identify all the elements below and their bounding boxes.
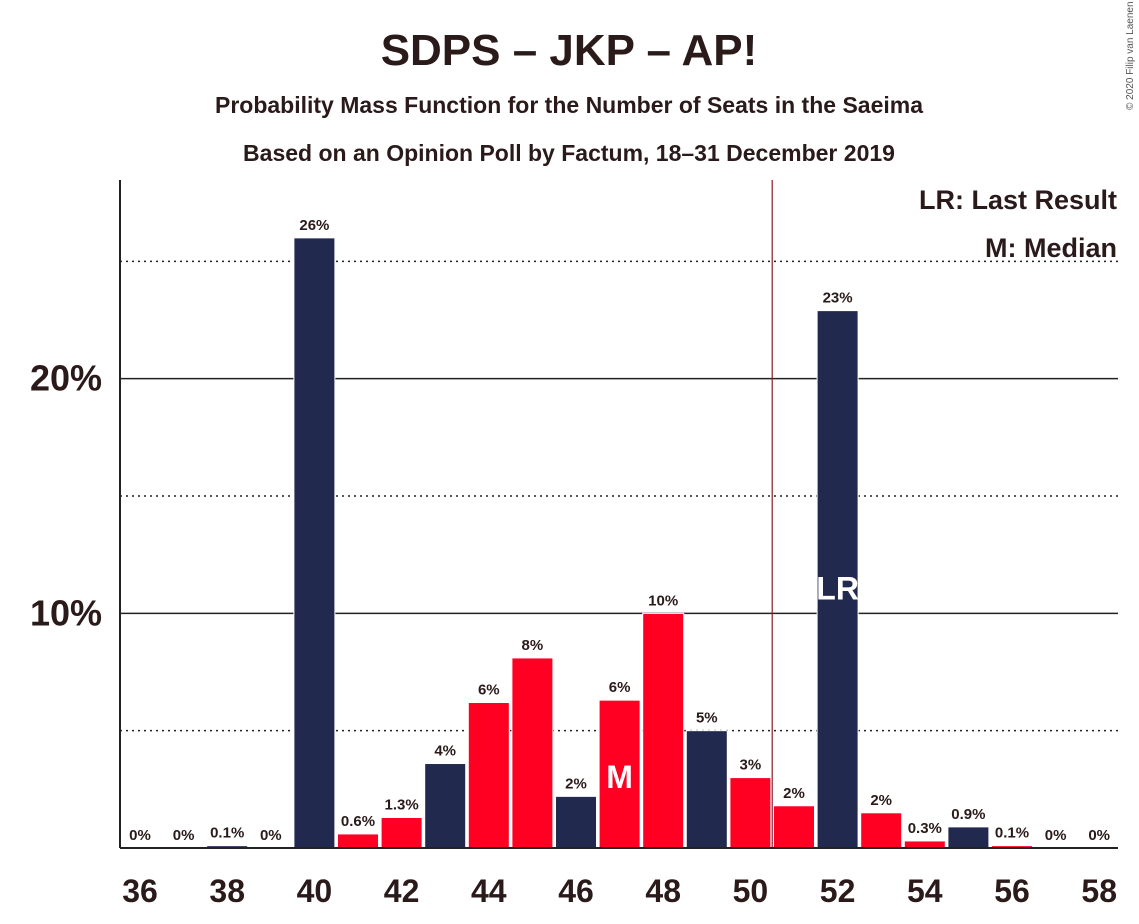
- chart-subtitle-2: Based on an Opinion Poll by Factum, 18–3…: [243, 140, 895, 166]
- x-tick-label: 46: [558, 873, 594, 909]
- bar-50: [729, 777, 772, 849]
- value-label-55: 0.9%: [951, 806, 985, 823]
- value-label-44: 6%: [478, 682, 500, 699]
- y-tick-label: 10%: [30, 592, 102, 633]
- value-label-36: 0%: [129, 827, 151, 844]
- value-label-45: 8%: [522, 637, 544, 654]
- bar-48: [642, 612, 685, 849]
- legend-last-result: LR: Last Result: [919, 185, 1117, 215]
- chart-title: SDPS – JKP – AP!: [381, 26, 758, 75]
- x-tick-label: 40: [297, 873, 333, 909]
- x-tick-label: 38: [209, 873, 245, 909]
- bar-46: [555, 795, 597, 849]
- value-label-37: 0%: [173, 827, 195, 844]
- bar-45: [511, 657, 554, 849]
- median-marker: M: [606, 759, 633, 795]
- bar-42: [380, 816, 423, 849]
- x-tick-label: 54: [907, 873, 943, 909]
- bar-47: [598, 699, 641, 849]
- bar-44: [467, 702, 510, 849]
- bar-53: [860, 812, 903, 849]
- value-label-52: 23%: [823, 290, 853, 307]
- value-label-46: 2%: [565, 775, 587, 792]
- bar-51: [773, 805, 815, 849]
- bar-49: [685, 730, 728, 849]
- y-axis: 10% 20%: [30, 180, 121, 848]
- bar-40: [293, 237, 336, 849]
- bar-43: [424, 763, 467, 849]
- value-label-39: 0%: [260, 827, 282, 844]
- value-label-38: 0.1%: [210, 825, 244, 842]
- value-label-47: 6%: [609, 679, 631, 696]
- bar-52: [816, 310, 859, 849]
- y-tick-label: 20%: [30, 358, 102, 399]
- legend-median: M: Median: [985, 233, 1117, 263]
- value-label-41: 0.6%: [341, 813, 375, 830]
- last-result-marker: LR: [816, 570, 859, 606]
- x-tick-label: 44: [471, 873, 507, 909]
- chart-subtitle-1: Probability Mass Function for the Number…: [215, 92, 923, 118]
- x-tick-label: 42: [384, 873, 420, 909]
- x-tick-label: 50: [733, 873, 769, 909]
- copyright-notice: © 2020 Filip van Laenen: [1125, 1, 1136, 110]
- bars: 0% 0% 0.1% 0% 26% 0.6% 1.3% 4% 6% 8% 2% 6% M 10% 5% 3% 2…: [129, 217, 1110, 849]
- value-label-49: 5%: [696, 710, 718, 727]
- bar-54: [903, 840, 946, 849]
- value-label-53: 2%: [870, 792, 892, 809]
- value-label-56: 0.1%: [995, 825, 1029, 842]
- x-tick-label: 58: [1081, 873, 1117, 909]
- x-tick-label: 48: [645, 873, 681, 909]
- gridlines: [120, 260, 1118, 732]
- x-tick-label: 36: [122, 873, 158, 909]
- value-label-54: 0.3%: [908, 820, 942, 837]
- value-label-51: 2%: [783, 785, 805, 802]
- value-label-58: 0%: [1088, 827, 1110, 844]
- x-tick-label: 52: [820, 873, 856, 909]
- value-label-57: 0%: [1045, 827, 1067, 844]
- value-label-48: 10%: [648, 592, 678, 609]
- value-label-50: 3%: [740, 757, 762, 774]
- value-label-43: 4%: [434, 743, 456, 760]
- value-label-42: 1.3%: [384, 796, 418, 813]
- bar-41: [337, 833, 379, 849]
- value-label-40: 26%: [299, 217, 329, 234]
- x-tick-label: 56: [994, 873, 1030, 909]
- bar-55: [947, 826, 990, 849]
- x-axis: 36 38 40 42 44 46 48 50 52 54 56 58: [120, 847, 1118, 909]
